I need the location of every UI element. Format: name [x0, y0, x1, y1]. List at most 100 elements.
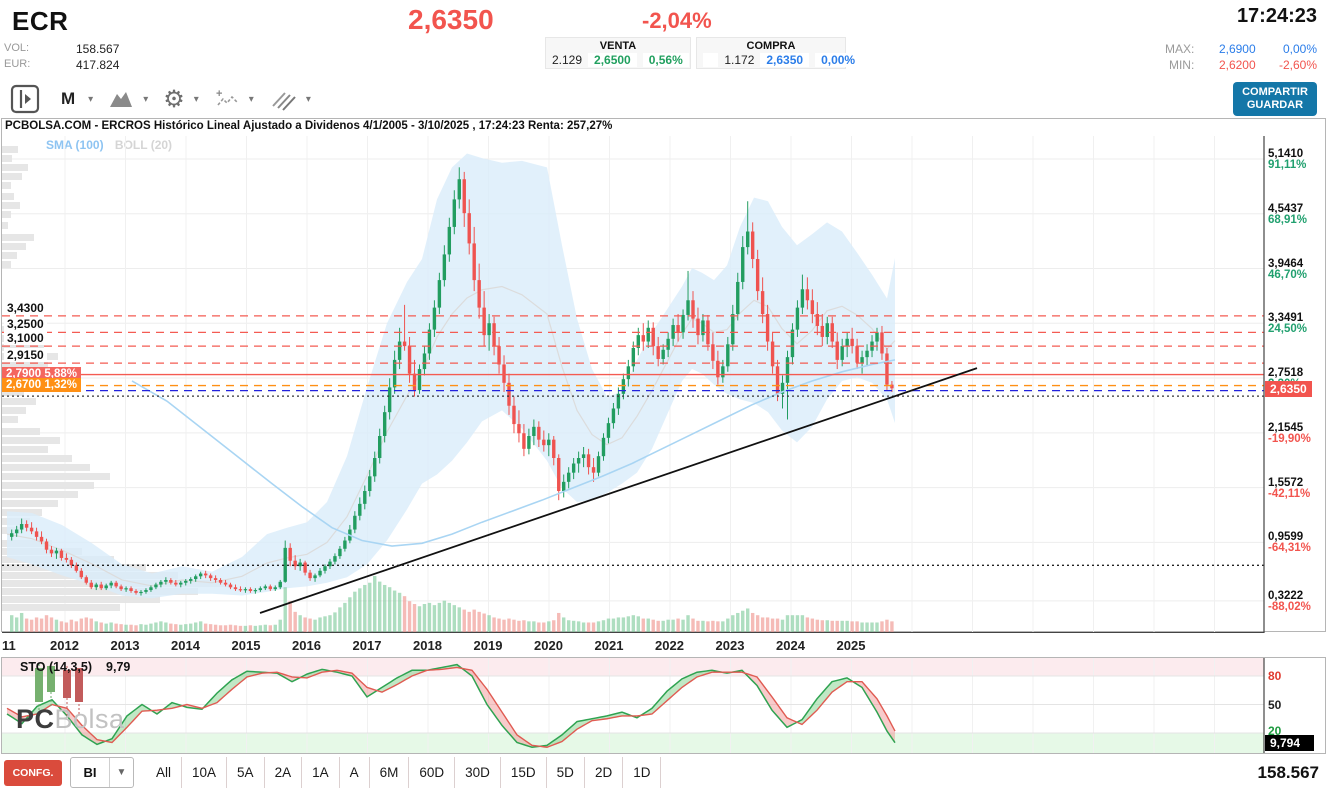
left-price-label: 3,4300: [4, 300, 47, 315]
sto-k-line: [6, 663, 896, 749]
venta-panel: VENTA 2.129 2,6500 0,56%: [545, 37, 691, 69]
right-axis-label: 3,3491 24,50%: [1268, 312, 1308, 336]
period-button-a[interactable]: A: [340, 757, 370, 788]
bollinger-band: [7, 153, 895, 599]
config-button[interactable]: CONFG.: [4, 760, 62, 786]
settings-button[interactable]: ⚙: [163, 85, 185, 113]
legend-sma[interactable]: SMA (100): [46, 138, 104, 152]
main-chart-panel[interactable]: PCBOLSA.COM - ERCROS Histórico Lineal Aj…: [1, 118, 1327, 633]
period-button-30d[interactable]: 30D: [455, 757, 501, 788]
current-price-badge: 2,6350: [1265, 380, 1312, 397]
compra-price: 2,6350: [760, 53, 810, 67]
last-price: 2,6350: [408, 4, 494, 35]
indicator-caret-icon[interactable]: ▾: [248, 93, 254, 105]
eur-label: EUR:: [4, 58, 31, 70]
period-button-60d[interactable]: 60D: [409, 757, 456, 788]
sto-oversold-band: [2, 733, 1264, 753]
sto-fill: [334, 670, 379, 697]
period-button-2d[interactable]: 2D: [585, 757, 624, 788]
period-buttons: All 10A 5A 2A 1A A 6M 60D 30D 15D 5D 2D 1D: [146, 757, 662, 788]
sto-fill: [271, 672, 301, 682]
stochastic-chart: [2, 658, 1265, 753]
year-label: 2013: [110, 638, 140, 653]
symbol-title: ECR: [12, 6, 69, 36]
chart-type-caret-icon[interactable]: ▾: [143, 93, 149, 105]
left-price-label: 2,9150: [4, 348, 47, 363]
right-axis-label: 4,5437 68,91%: [1268, 202, 1308, 226]
svg-text:+: +: [216, 88, 222, 100]
alert-price-badge[interactable]: 2,7900 5,88%: [2, 366, 81, 381]
period-button-1d[interactable]: 1D: [623, 757, 662, 788]
venta-price: 2,6500: [588, 53, 637, 67]
min-value: 2,6200: [1218, 58, 1256, 72]
vol-label: VOL:: [4, 42, 30, 54]
share-save-button[interactable]: COMPARTIR GUARDAR: [1233, 82, 1317, 116]
min-row: MIN: 2,6200 -2,60%: [1158, 58, 1317, 72]
year-label: 2023: [715, 638, 745, 653]
right-axis-label: 1,5572 -42,11%: [1268, 476, 1311, 500]
sto-indicator-label: STO (14,3,5) 9,79: [20, 660, 130, 674]
save-label: GUARDAR: [1246, 99, 1304, 111]
year-label: 2022: [655, 638, 684, 653]
timeframe-selector[interactable]: M: [61, 89, 76, 108]
period-button-5a[interactable]: 5A: [227, 757, 265, 788]
left-price-label: 3,2500: [4, 317, 47, 332]
pencil-lines-icon: [272, 92, 296, 111]
sto-name[interactable]: STO (14,3,5): [20, 660, 93, 674]
eur-row: EUR: 417.824: [4, 58, 164, 72]
sma-line: [131, 359, 896, 547]
bollinger-mid-line: [6, 285, 896, 587]
eur-value: 417.824: [76, 58, 120, 72]
trend-line: [259, 367, 978, 614]
compra-qty: 1.172: [724, 53, 755, 67]
alert-price-badge[interactable]: 2,6700 1,32%: [2, 377, 81, 392]
sto-fill: [643, 670, 724, 716]
period-button-15d[interactable]: 15D: [501, 757, 547, 788]
share-label: COMPARTIR: [1242, 86, 1308, 98]
add-indicator-button[interactable]: +: [214, 84, 240, 114]
panel-toggle-button[interactable]: [10, 84, 40, 114]
compra-empty-chip: [703, 53, 719, 67]
compra-header: COMPRA: [746, 40, 796, 52]
vol-value: 158.567: [76, 42, 120, 56]
session-volume-total: 158.567: [1257, 763, 1319, 782]
market-dropdown-caret-icon[interactable]: ▼: [109, 758, 133, 787]
settings-caret-icon[interactable]: ▾: [193, 93, 199, 105]
bottom-toolbar: CONFG. BI ▼ All 10A 5A 2A 1A A 6M 60D 30D 15D 5D 2D…: [0, 755, 1327, 793]
timeframe-caret-icon[interactable]: ▾: [88, 93, 94, 105]
venta-qty: 2.129: [552, 53, 583, 67]
stochastic-panel[interactable]: PCBolsa STO (14,3,5) 9,79 80 50 20 9,794: [1, 657, 1326, 754]
chart-title: PCBOLSA.COM - ERCROS Histórico Lineal Aj…: [5, 120, 613, 132]
sto-value: 9,79: [106, 660, 131, 674]
sto-fill: [163, 702, 184, 710]
drawing-caret-icon[interactable]: ▾: [305, 93, 311, 105]
candlestick-series: [10, 167, 894, 596]
period-button-all[interactable]: All: [146, 757, 183, 788]
period-button-2a[interactable]: 2A: [265, 757, 303, 788]
max-value: 2,6900: [1218, 42, 1256, 56]
watermark-bolsa: Bolsa: [54, 704, 125, 734]
watermark-candles-icon: [35, 664, 83, 716]
candlestick-chart[interactable]: [2, 136, 1327, 633]
year-label: 2021: [594, 638, 624, 653]
year-label: 2019: [473, 638, 503, 653]
legend-boll[interactable]: BOLL (20): [114, 138, 173, 152]
sto-overbought-band: [2, 658, 1264, 676]
market-dropdown[interactable]: BI ▼: [70, 757, 134, 788]
sto-axis-50: 50: [1268, 697, 1282, 712]
right-axis-label: 0,9599 -64,31%: [1268, 531, 1311, 555]
sto-current-badge: 9,794: [1265, 734, 1315, 751]
watermark-text: PCBolsa: [16, 704, 125, 735]
min-pct: -2,60%: [1278, 58, 1317, 72]
drawing-tools-button[interactable]: [269, 84, 297, 114]
right-axis-label: 5,1410 91,11%: [1268, 147, 1307, 171]
chart-type-button[interactable]: [108, 84, 134, 114]
period-button-10a[interactable]: 10A: [182, 757, 228, 788]
sto-axis-80: 80: [1268, 669, 1282, 683]
period-button-1a[interactable]: 1A: [302, 757, 340, 788]
right-axis-label: 3,9464 46,70%: [1268, 257, 1308, 281]
compra-pct: 0,00%: [815, 53, 862, 67]
max-label: MAX:: [1164, 42, 1195, 56]
period-button-6m[interactable]: 6M: [370, 757, 410, 788]
period-button-5d[interactable]: 5D: [547, 757, 585, 788]
